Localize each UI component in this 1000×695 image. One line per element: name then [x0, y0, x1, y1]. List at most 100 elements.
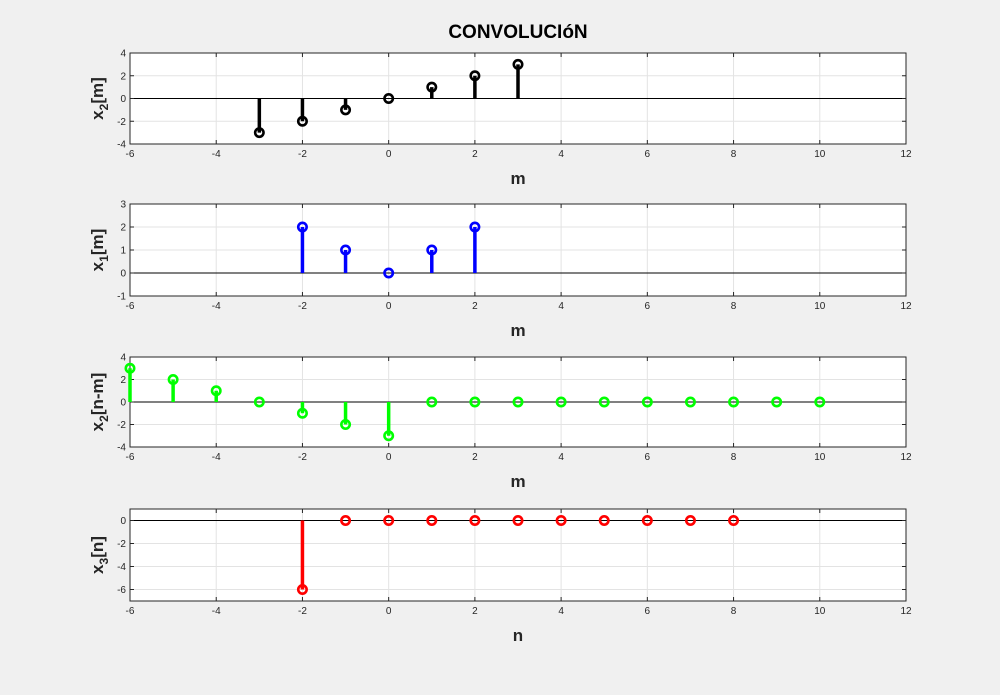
- stem-marker: [512, 58, 524, 70]
- x-tick-label: 4: [558, 452, 564, 463]
- x-tick-label: -6: [126, 452, 135, 463]
- x-tick-label: 8: [731, 149, 737, 160]
- x-tick-label: -6: [126, 301, 135, 312]
- x-tick-label: 2: [472, 606, 478, 617]
- stem-marker: [296, 221, 308, 233]
- x-tick-label: -2: [298, 452, 307, 463]
- axes-frame: [129, 508, 907, 602]
- x-tick-label: -6: [126, 606, 135, 617]
- stem-marker: [296, 407, 308, 419]
- x-tick-label: 6: [645, 301, 651, 312]
- stem-marker: [641, 396, 653, 408]
- stem-marker: [210, 385, 222, 397]
- y-tick-label: 2: [120, 223, 126, 234]
- x-tick-label: 8: [731, 452, 737, 463]
- x-axis-label: m: [510, 169, 525, 188]
- y-tick-label: -4: [117, 443, 126, 454]
- x-tick-label: 4: [558, 301, 564, 312]
- stem-marker: [426, 244, 438, 256]
- stem-marker: [340, 418, 352, 430]
- y-tick-label: -4: [117, 562, 126, 573]
- stem-marker: [771, 396, 783, 408]
- stem-marker: [512, 396, 524, 408]
- y-axis-label: x2[n-m]: [88, 373, 111, 432]
- subplot-x3n: -6 -4 -2 0 2 4 6 8 10 12 -6 -4 -2 0 n x3[n]: [88, 508, 912, 645]
- y-tick-label: 2: [120, 375, 126, 386]
- stem-marker: [383, 430, 395, 442]
- stem-marker: [426, 514, 438, 526]
- y-tick-label: -2: [117, 117, 126, 128]
- x-axis-label: m: [510, 321, 525, 340]
- x-tick-label: -6: [126, 149, 135, 160]
- y-tick-label: 0: [120, 398, 126, 409]
- stem-marker: [469, 70, 481, 82]
- stem-marker: [728, 396, 740, 408]
- y-tick-label: -4: [117, 140, 126, 151]
- stem-marker: [383, 93, 395, 105]
- x-tick-label: 4: [558, 606, 564, 617]
- stem-marker: [469, 396, 481, 408]
- x-tick-label: -4: [212, 301, 221, 312]
- stem-marker: [426, 396, 438, 408]
- stem-marker: [167, 373, 179, 385]
- stem-marker: [296, 115, 308, 127]
- x-tick-label: 8: [731, 606, 737, 617]
- stem-marker: [641, 514, 653, 526]
- y-axis-label: x3[n]: [88, 536, 111, 574]
- y-tick-label: 4: [120, 49, 126, 60]
- y-tick-label: 0: [120, 94, 126, 105]
- stem-marker: [340, 244, 352, 256]
- stem-marker: [814, 396, 826, 408]
- x-tick-label: 6: [645, 452, 651, 463]
- stem-marker: [469, 221, 481, 233]
- x-tick-label: 0: [386, 149, 392, 160]
- x-tick-label: 12: [900, 452, 912, 463]
- stem-marker: [469, 514, 481, 526]
- x-tick-label: 2: [472, 452, 478, 463]
- x-tick-label: 4: [558, 149, 564, 160]
- stem-marker: [296, 583, 308, 595]
- stem-marker: [555, 514, 567, 526]
- stem-marker: [512, 514, 524, 526]
- x-tick-label: 10: [814, 149, 826, 160]
- x-tick-label: 0: [386, 301, 392, 312]
- x-tick-label: -4: [212, 452, 221, 463]
- x-tick-label: 0: [386, 452, 392, 463]
- x-tick-label: 6: [645, 606, 651, 617]
- figure-title: CONVOLUCIóN: [448, 22, 588, 43]
- x-axis-label: m: [510, 472, 525, 491]
- x-tick-label: 10: [814, 452, 826, 463]
- stem-marker: [598, 396, 610, 408]
- x-tick-label: -4: [212, 606, 221, 617]
- y-tick-label: -1: [117, 292, 126, 303]
- stem-marker: [684, 514, 696, 526]
- x-tick-label: 8: [731, 301, 737, 312]
- x-tick-label: 6: [645, 149, 651, 160]
- x-tick-label: 10: [814, 606, 826, 617]
- x-tick-label: -2: [298, 606, 307, 617]
- x-tick-label: -2: [298, 149, 307, 160]
- y-tick-label: -2: [117, 539, 126, 550]
- stem-marker: [340, 514, 352, 526]
- x-tick-label: 12: [900, 301, 912, 312]
- x-axis-label: n: [513, 626, 523, 645]
- x-tick-label: -2: [298, 301, 307, 312]
- y-tick-label: -6: [117, 585, 126, 596]
- y-tick-label: 0: [120, 516, 126, 527]
- stem-marker: [253, 396, 265, 408]
- stem-marker: [684, 396, 696, 408]
- x-tick-label: 2: [472, 301, 478, 312]
- x-tick-label: 12: [900, 606, 912, 617]
- stem-marker: [340, 104, 352, 116]
- x-tick-label: -4: [212, 149, 221, 160]
- y-tick-label: 4: [120, 353, 126, 364]
- stem-marker: [383, 514, 395, 526]
- y-tick-label: 0: [120, 269, 126, 280]
- y-axis-label: x1[m]: [88, 229, 111, 272]
- y-tick-label: 3: [120, 200, 126, 211]
